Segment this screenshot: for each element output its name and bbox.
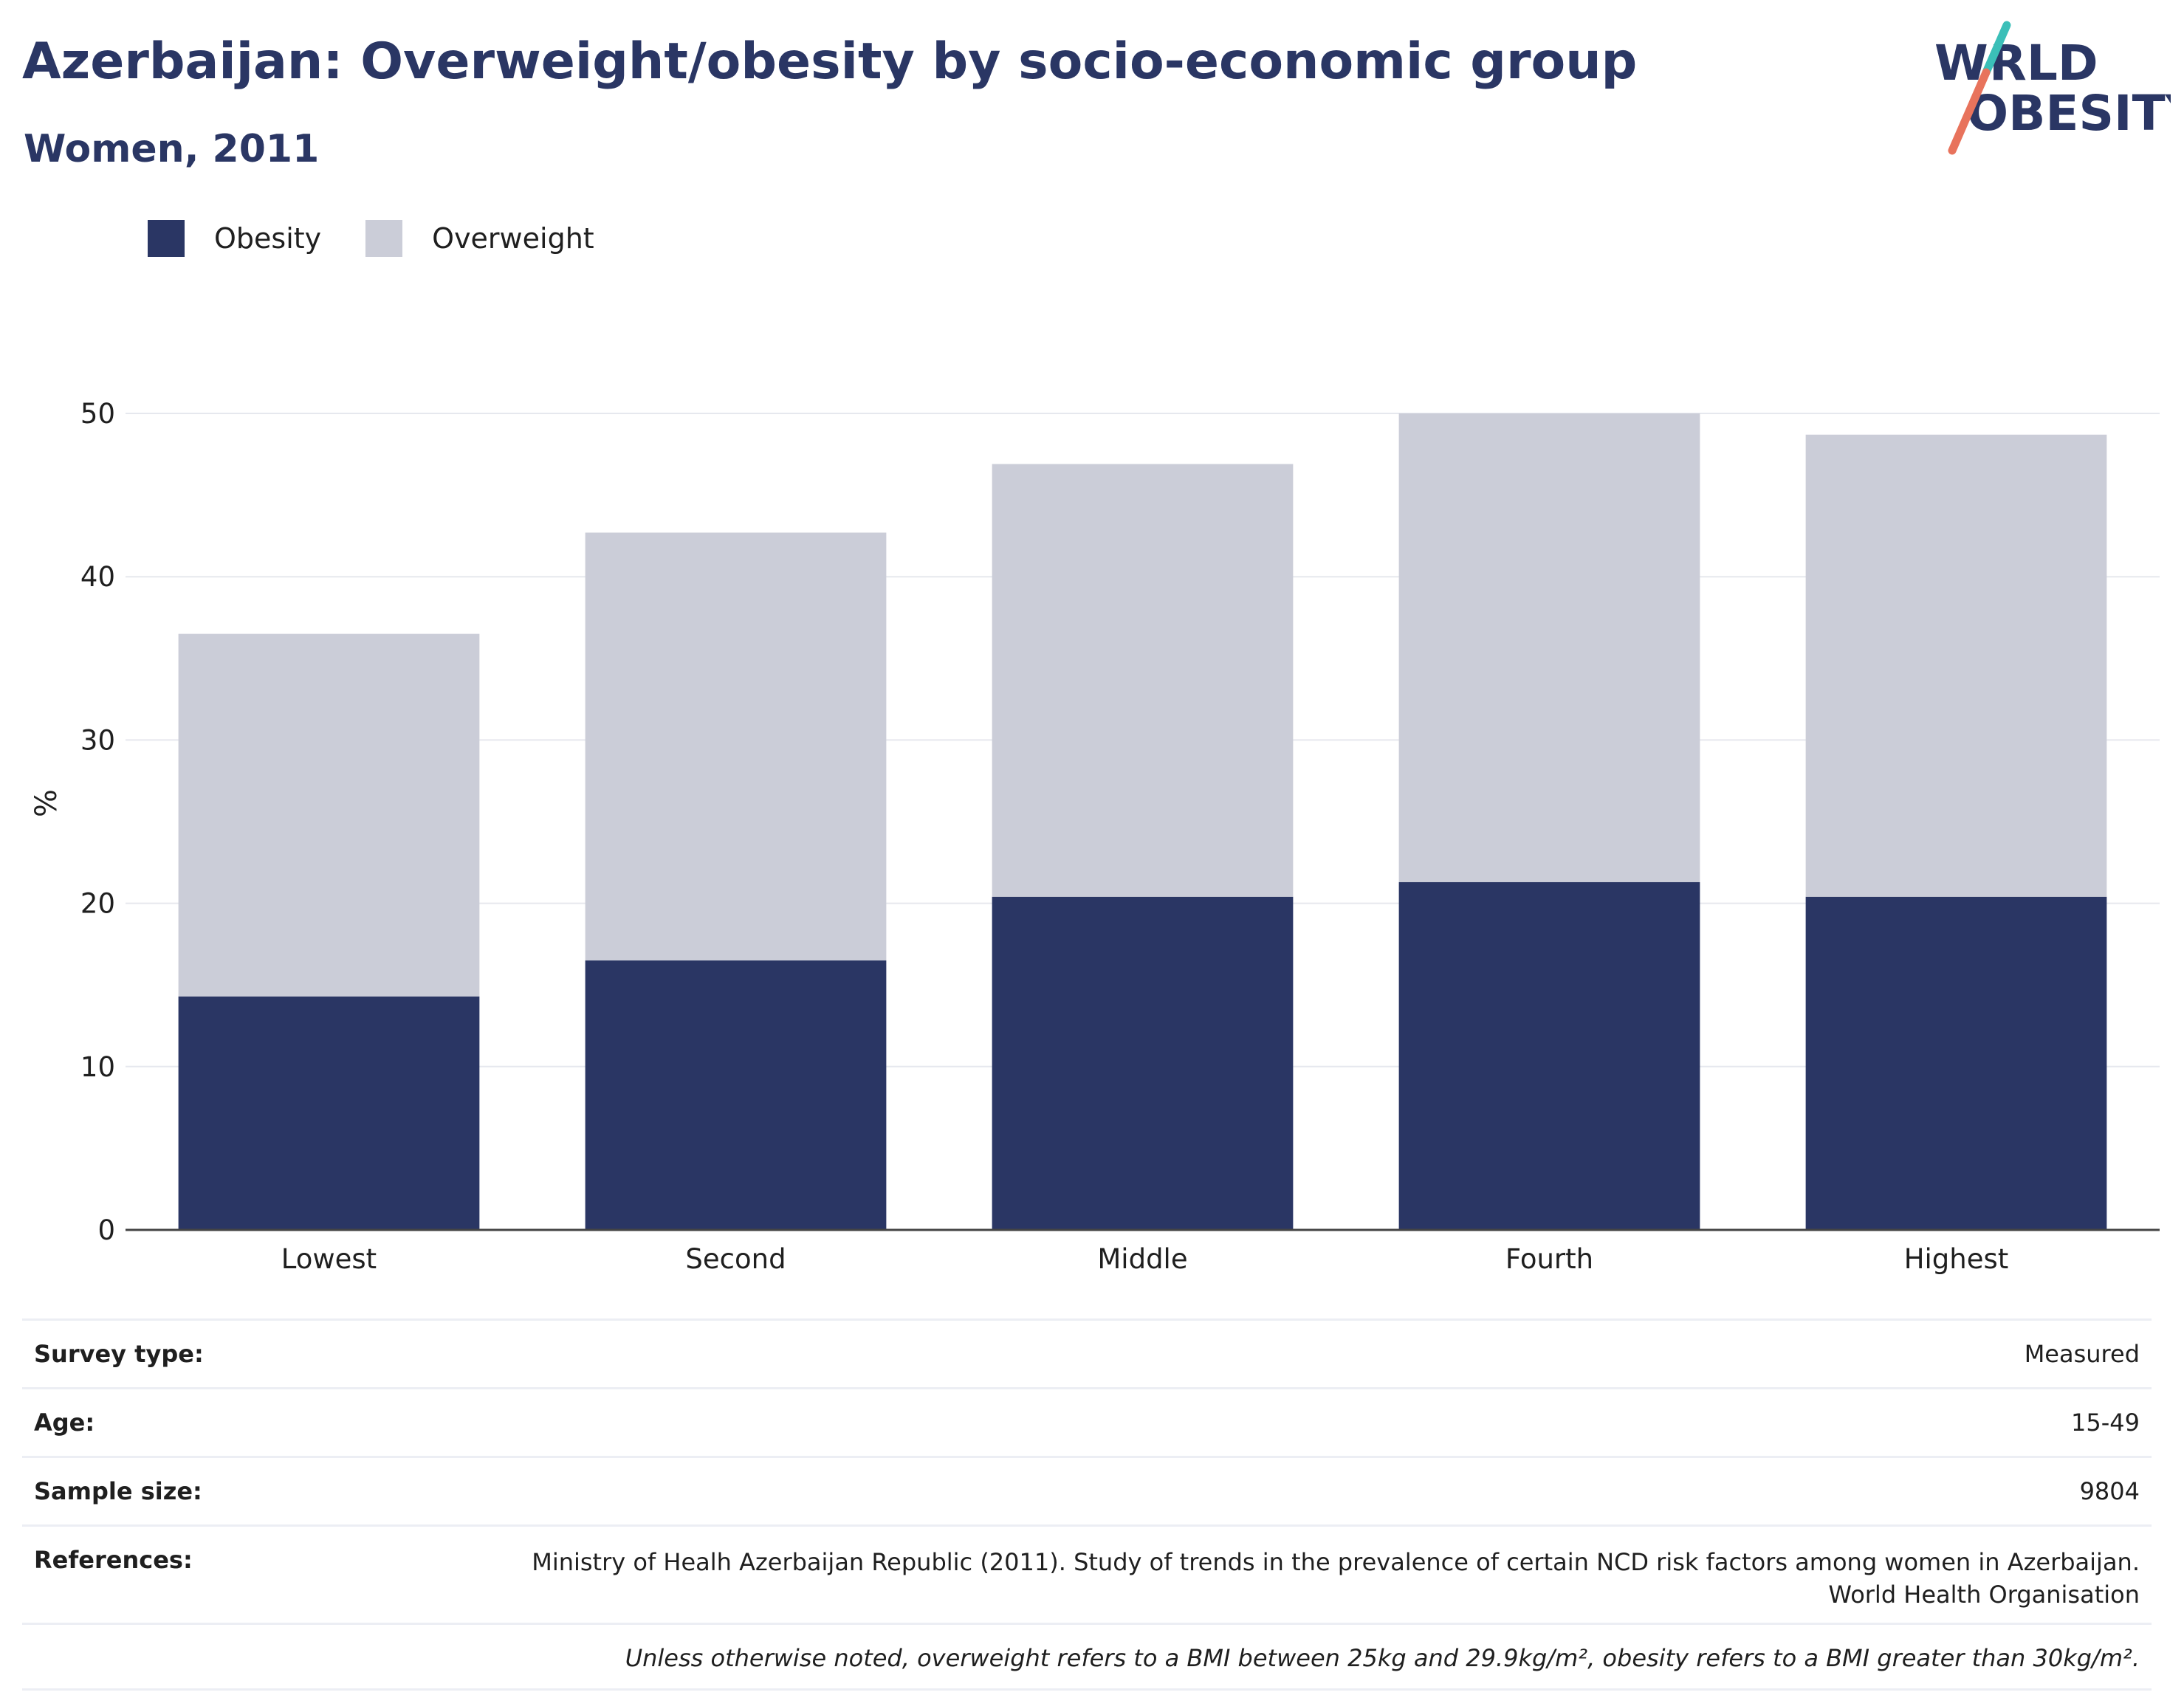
axes: 0 10 20 30 40 50 Lowest Second Middle Fourth Highe… [80, 398, 2160, 1275]
x-tick-label-second: Second [685, 1243, 786, 1275]
legend-item-obesity[interactable]: Obesity [148, 220, 321, 257]
age-value: 15-49 [2071, 1409, 2140, 1437]
y-axis-label: % [30, 789, 63, 817]
world-obesity-logo: W RLD OBESITY [1934, 21, 2171, 155]
y-tick-label-0: 0 [97, 1214, 115, 1246]
legend-label-overweight: Overweight [432, 222, 594, 255]
note-text: Unless otherwise noted, overweight refer… [625, 1644, 2140, 1672]
bar-obesity-middle[interactable] [992, 896, 1294, 1230]
bar-overweight-middle[interactable] [992, 464, 1294, 897]
sample-size-label: Sample size: [34, 1477, 202, 1505]
bar-overweight-highest[interactable] [1805, 434, 2107, 897]
chart-title: Azerbaijan: Overweight/obesity by socio-… [22, 32, 1638, 91]
x-tick-label-middle: Middle [1097, 1243, 1187, 1275]
age-label: Age: [34, 1409, 95, 1437]
bar-overweight-lowest[interactable] [178, 633, 480, 997]
references-label: References: [34, 1546, 193, 1574]
bar-overweight-second[interactable] [585, 532, 887, 961]
info-row-references: References: Ministry of Healh Azerbaijan… [22, 1524, 2152, 1623]
x-tick-label-lowest: Lowest [281, 1243, 377, 1275]
y-tick-label-40: 40 [80, 561, 115, 593]
legend-swatch-obesity [148, 220, 185, 257]
bar-overweight-fourth[interactable] [1398, 413, 1700, 882]
legend-swatch-overweight [365, 220, 403, 257]
x-tick-label-fourth: Fourth [1505, 1243, 1593, 1275]
legend: Obesity Overweight [148, 220, 639, 257]
y-tick-label-20: 20 [80, 888, 115, 920]
bar-obesity-second[interactable] [585, 960, 887, 1230]
bar-obesity-fourth[interactable] [1398, 881, 1700, 1230]
info-table: Survey type: Measured Age: 15-49 Sample … [22, 1318, 2152, 1691]
y-tick-label-10: 10 [80, 1051, 115, 1083]
legend-item-overweight[interactable]: Overweight [365, 220, 594, 257]
y-tick-label-50: 50 [80, 398, 115, 430]
info-row-survey-type: Survey type: Measured [22, 1318, 2152, 1387]
survey-type-value: Measured [2024, 1340, 2140, 1368]
svg-text:OBESITY: OBESITY [1967, 85, 2171, 142]
references-line-2: World Health Organisation [1828, 1581, 2140, 1609]
bar-obesity-lowest[interactable] [178, 996, 480, 1230]
stacked-bar-chart: 0 10 20 30 40 50 Lowest Second Middle Fourth Highe… [30, 398, 2160, 1275]
bars [178, 413, 2107, 1230]
legend-label-obesity: Obesity [214, 222, 322, 255]
svg-text:RLD: RLD [1989, 35, 2098, 92]
references-line-1: Ministry of Healh Azerbaijan Republic (2… [532, 1548, 2140, 1576]
bmi-definition-note: Unless otherwise noted, overweight refer… [22, 1623, 2152, 1691]
info-row-age: Age: 15-49 [22, 1387, 2152, 1456]
chart-subtitle: Women, 2011 [24, 127, 320, 171]
survey-type-label: Survey type: [34, 1340, 204, 1368]
info-row-sample-size: Sample size: 9804 [22, 1456, 2152, 1524]
y-tick-label-30: 30 [80, 724, 115, 756]
bar-obesity-highest[interactable] [1805, 896, 2107, 1230]
references-value: Ministry of Healh Azerbaijan Republic (2… [532, 1546, 2140, 1611]
x-tick-label-highest: Highest [1904, 1243, 2009, 1275]
sample-size-value: 9804 [2079, 1477, 2140, 1505]
